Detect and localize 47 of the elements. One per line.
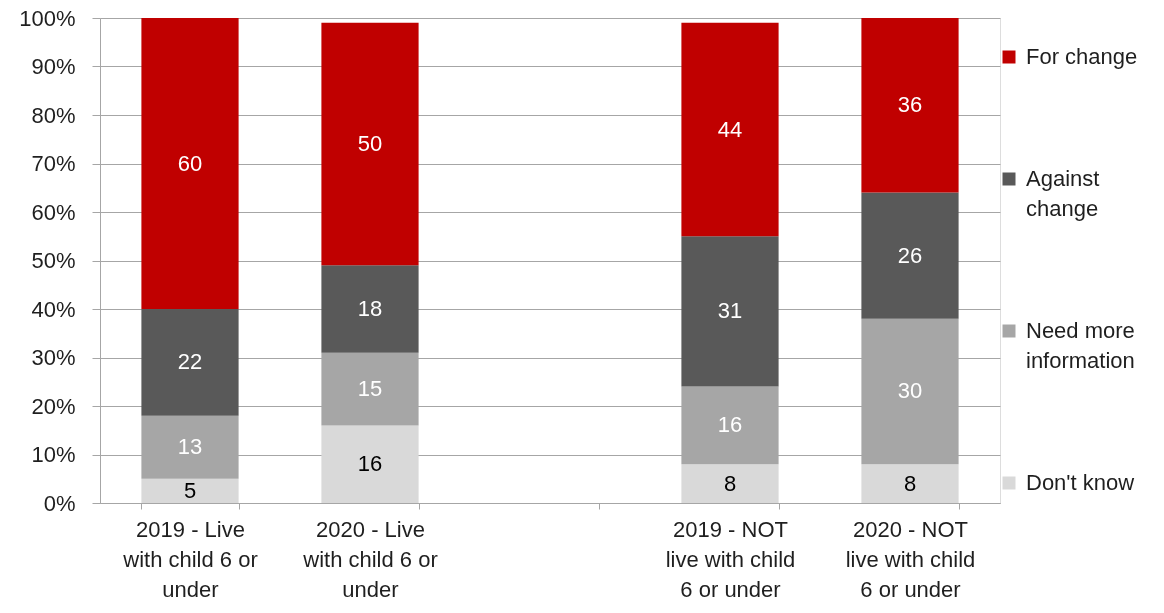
y-tick-label: 60% bbox=[31, 199, 76, 225]
x-tick-label: 2019 - NOT live with child 6 or under bbox=[665, 516, 796, 602]
data-label: 50 bbox=[357, 131, 383, 157]
data-label: 22 bbox=[177, 349, 203, 375]
data-label: 15 bbox=[357, 376, 383, 402]
data-label: 36 bbox=[897, 92, 923, 118]
data-label: 18 bbox=[357, 296, 383, 321]
bar bbox=[861, 192, 959, 319]
data-label: 8 bbox=[723, 470, 737, 496]
x-tick-label: 2020 - NOT live with child 6 or under bbox=[845, 516, 976, 602]
data-label: 8 bbox=[903, 470, 917, 496]
data-label: 26 bbox=[897, 242, 923, 268]
y-tick-label: 40% bbox=[31, 296, 76, 322]
y-tick-label: 100% bbox=[19, 5, 76, 31]
y-tick-label: 90% bbox=[31, 54, 76, 79]
legend-label: Don't know bbox=[1026, 470, 1135, 495]
x-tick-label: 2020 - Live with child 6 or under bbox=[302, 516, 438, 602]
legend-label: Need more information bbox=[1026, 318, 1135, 373]
data-label: 16 bbox=[357, 451, 383, 477]
bar bbox=[861, 18, 959, 193]
bar bbox=[681, 22, 779, 237]
bar bbox=[321, 22, 419, 266]
legend-label: Against change bbox=[1026, 166, 1100, 221]
y-tick-label: 50% bbox=[31, 248, 76, 273]
y-tick-label: 0% bbox=[43, 490, 76, 516]
bar bbox=[321, 265, 419, 353]
y-tick-label: 10% bbox=[31, 442, 76, 467]
data-label: 31 bbox=[717, 298, 743, 324]
bar bbox=[321, 425, 419, 503]
data-label: 16 bbox=[717, 412, 743, 438]
data-label: 44 bbox=[717, 116, 743, 142]
bar bbox=[141, 478, 239, 503]
y-tick-label: 80% bbox=[31, 102, 76, 128]
bar bbox=[681, 464, 779, 503]
data-label: 30 bbox=[897, 378, 923, 404]
bar bbox=[141, 18, 239, 309]
bar bbox=[141, 309, 239, 416]
x-tick-label: 2019 - Live with child 6 or under bbox=[122, 516, 258, 602]
y-tick-label: 70% bbox=[31, 151, 76, 176]
data-label: 60 bbox=[177, 150, 203, 176]
bar bbox=[681, 236, 779, 387]
legend-label: For change bbox=[1026, 44, 1138, 69]
data-label: 5 bbox=[183, 477, 197, 503]
y-tick-label: 30% bbox=[31, 345, 76, 370]
y-tick-label: 20% bbox=[31, 393, 76, 419]
data-label: 13 bbox=[177, 434, 203, 460]
bar bbox=[861, 464, 959, 503]
